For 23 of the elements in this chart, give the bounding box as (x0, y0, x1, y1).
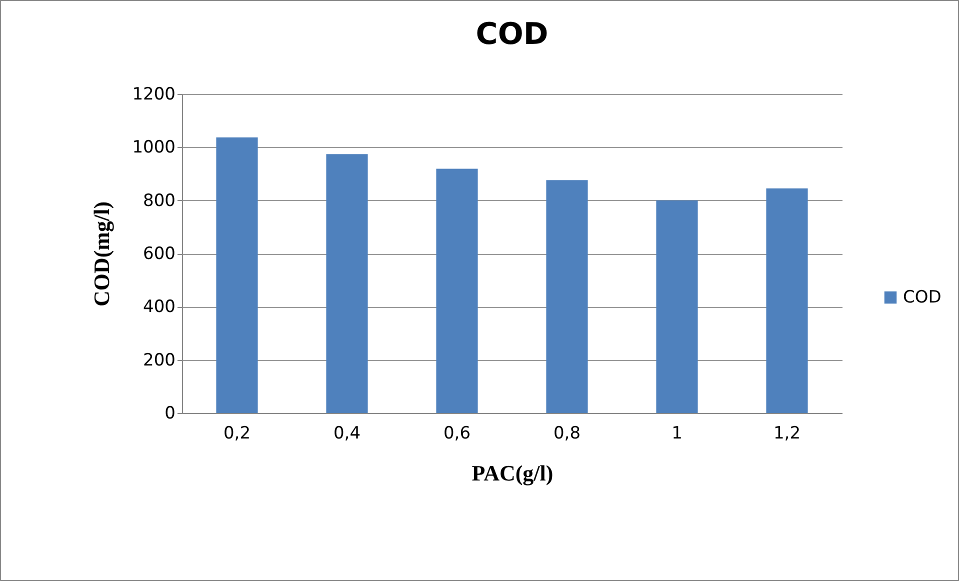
x-tick-label: 1 (672, 424, 682, 444)
x-tick-label: 0,8 (553, 424, 581, 444)
bar (436, 168, 478, 413)
y-tick-label: 600 (143, 244, 176, 264)
x-tick-label: 0,2 (223, 424, 251, 444)
x-tick-label: 0,4 (333, 424, 361, 444)
bar (326, 154, 368, 413)
y-tick-label: 0 (164, 404, 176, 424)
x-axis-title: PAC(g/l) (472, 460, 554, 486)
y-tick-label: 400 (143, 297, 176, 318)
bar (656, 200, 698, 413)
y-tick-label: 200 (143, 350, 176, 370)
legend-label: COD (903, 288, 942, 308)
y-axis-title: COD(mg/l) (89, 201, 114, 307)
x-tick-label: 1,2 (773, 424, 801, 444)
y-tick-label: 1000 (132, 138, 176, 158)
y-tick-label: 800 (143, 190, 176, 211)
bar (216, 137, 258, 413)
x-tick-label: 0,6 (443, 424, 471, 444)
bar (766, 188, 808, 413)
bar (546, 180, 588, 413)
y-tick-label: 1200 (132, 84, 176, 104)
chart-title: COD (476, 17, 548, 52)
